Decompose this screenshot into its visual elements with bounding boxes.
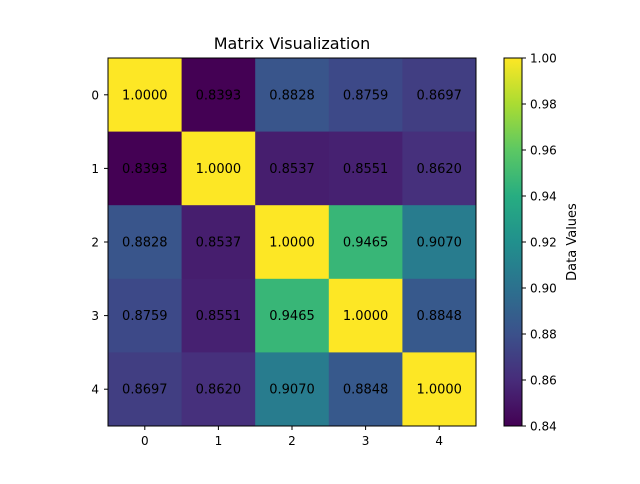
heatmap-cell — [108, 205, 183, 280]
heatmap-cell — [255, 205, 330, 280]
cell-value-label: 0.9070 — [269, 383, 315, 398]
heatmap-cell — [255, 352, 330, 427]
heatmap-cell — [181, 278, 256, 353]
cell-value-label: 1.0000 — [416, 383, 462, 398]
cell-value-label: 0.8551 — [196, 309, 242, 324]
cell-value-label: 0.8697 — [416, 88, 462, 103]
cell-value-label: 1.0000 — [196, 162, 242, 177]
y-tick-label: 0 — [91, 88, 99, 102]
cell-value-label: 0.8551 — [343, 162, 389, 177]
y-tick-label: 3 — [91, 309, 99, 323]
heatmap-cell — [181, 131, 256, 206]
cell-value-label: 0.8697 — [122, 383, 168, 398]
heatmap-cell — [402, 278, 477, 353]
heatmap-cell — [328, 131, 403, 206]
cell-value-label: 0.8828 — [269, 88, 315, 103]
colorbar-label: Data Values — [565, 203, 580, 281]
cell-value-label: 0.8759 — [343, 88, 389, 103]
colorbar-tick-label: 0.96 — [530, 144, 557, 158]
heatmap-cell — [108, 131, 183, 206]
heatmap-cell — [255, 278, 330, 353]
x-tick-label: 4 — [435, 434, 443, 448]
cell-value-label: 0.8848 — [343, 383, 389, 398]
colorbar-tick-label: 0.86 — [530, 374, 557, 388]
colorbar-tick-label: 0.98 — [530, 98, 557, 112]
heatmap-cell — [181, 58, 256, 133]
heatmap-cell — [255, 131, 330, 206]
colorbar-tick-label: 0.90 — [530, 282, 557, 296]
heatmap-cell — [181, 352, 256, 427]
heatmap-cell — [328, 205, 403, 280]
heatmap-cell — [108, 352, 183, 427]
cell-value-label: 0.8393 — [122, 162, 168, 177]
colorbar-tick-label: 0.92 — [530, 236, 557, 250]
cell-value-label: 0.8537 — [196, 236, 242, 251]
colorbar-tick-label: 0.88 — [530, 328, 557, 342]
x-tick-label: 0 — [141, 434, 149, 448]
cell-value-label: 0.8393 — [196, 88, 242, 103]
x-tick-label: 2 — [288, 434, 296, 448]
y-tick-label: 2 — [91, 236, 99, 250]
cell-value-label: 1.0000 — [343, 309, 389, 324]
colorbar-tick-label: 0.84 — [530, 420, 557, 434]
x-axis: 0 1 2 3 4 — [141, 426, 443, 448]
y-tick-label: 4 — [91, 383, 99, 397]
colorbar-axis: 0.84 0.86 0.88 0.90 0.92 0.94 0.96 0.98 1.00 — [522, 52, 557, 434]
heatmap-cell — [328, 58, 403, 133]
chart-title: Matrix Visualization — [214, 34, 371, 53]
colorbar-tick-label: 1.00 — [530, 52, 557, 66]
heatmap-cell — [402, 131, 477, 206]
heatmap-cell — [402, 58, 477, 133]
x-tick-label: 3 — [362, 434, 370, 448]
cell-value-label: 0.8620 — [416, 162, 462, 177]
heatmap-cell — [402, 205, 477, 280]
heatmap-cell — [328, 352, 403, 427]
colorbar-tick-label: 0.94 — [530, 190, 557, 204]
heatmap-cell — [402, 352, 477, 427]
heatmap-cell — [255, 58, 330, 133]
x-tick-label: 1 — [215, 434, 223, 448]
cell-value-label: 0.9070 — [416, 236, 462, 251]
cell-value-label: 0.9465 — [269, 309, 315, 324]
heatmap-cell — [108, 58, 183, 133]
cell-value-label: 1.0000 — [122, 88, 168, 103]
colorbar — [503, 57, 523, 427]
heatmap-cell — [328, 278, 403, 353]
heatmap-cells — [108, 58, 477, 427]
heatmap-cell — [108, 278, 183, 353]
y-axis: 0 1 2 3 4 — [91, 88, 108, 397]
cell-value-label: 0.8537 — [269, 162, 315, 177]
heatmap-cell — [181, 205, 256, 280]
cell-value-label: 0.8848 — [416, 309, 462, 324]
cell-value-label: 1.0000 — [269, 236, 315, 251]
heatmap-cell-labels: 1.0000 0.8393 0.8828 0.8759 0.8697 0.8393 1.00… — [122, 88, 462, 397]
y-tick-label: 1 — [91, 162, 99, 176]
cell-value-label: 0.8828 — [122, 236, 168, 251]
cell-value-label: 0.9465 — [343, 236, 389, 251]
cell-value-label: 0.8620 — [196, 383, 242, 398]
cell-value-label: 0.8759 — [122, 309, 168, 324]
